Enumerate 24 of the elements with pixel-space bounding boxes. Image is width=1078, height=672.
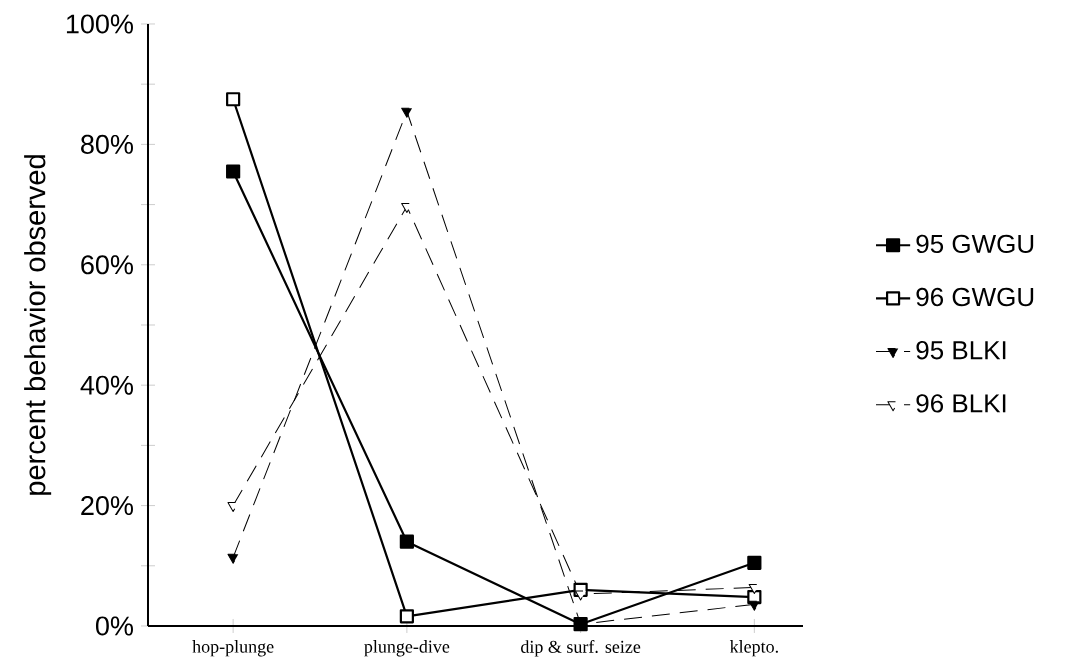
point xyxy=(747,555,762,570)
point xyxy=(574,590,587,601)
y-tick-label: 0% xyxy=(95,616,133,636)
legend-label: 96 GWGU xyxy=(916,287,1034,307)
point xyxy=(401,107,413,118)
y-tick-label: 40% xyxy=(80,375,133,395)
y-tick-label: 100% xyxy=(66,14,133,34)
y-tick-label: 80% xyxy=(81,134,133,154)
y-tick-label: 60% xyxy=(81,255,133,275)
x-tick-label: hop-plunge xyxy=(192,640,274,657)
legend-label: 95 GWGU xyxy=(916,234,1034,254)
point xyxy=(399,609,414,624)
y-tick-label: 20% xyxy=(81,496,133,516)
point xyxy=(399,534,414,549)
x-tick-label: dip & surf. seize xyxy=(521,640,641,657)
point xyxy=(226,164,241,179)
x-tick-label: plunge-dive xyxy=(364,640,450,657)
x-tick-label: klepto. xyxy=(729,640,778,657)
point xyxy=(226,92,241,107)
point xyxy=(748,600,761,611)
y-axis-title: percent behavior observed xyxy=(24,155,52,495)
point xyxy=(227,553,239,564)
legend-label: 95 BLKI xyxy=(916,340,1006,360)
legend-label: 96 BLKI xyxy=(916,394,1006,413)
